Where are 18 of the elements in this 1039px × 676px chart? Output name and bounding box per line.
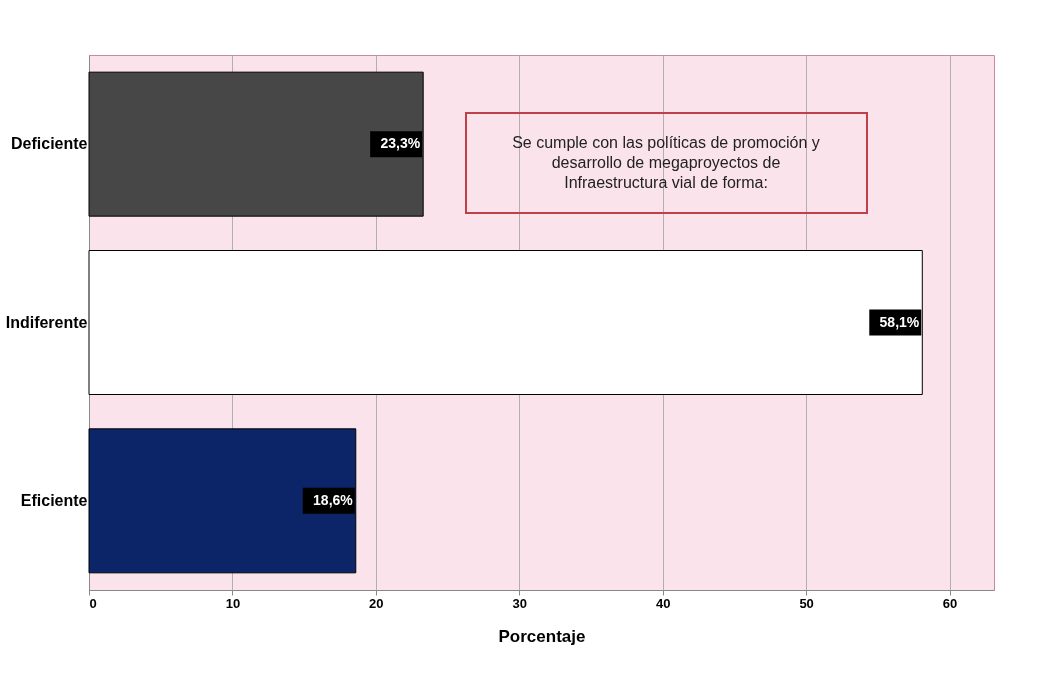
- x-tick-label: 40: [655, 595, 671, 611]
- bar: [88, 250, 923, 395]
- x-tick-label: 60: [942, 595, 958, 611]
- data-label: 58,1%: [879, 313, 920, 330]
- x-tick-label: 10: [225, 595, 241, 611]
- x-tick-label: 30: [512, 595, 527, 611]
- y-tick-label: Eficiente: [20, 491, 88, 509]
- x-tick-label: 50: [799, 595, 814, 611]
- text: Se cumple con las políticas de promoción y desarrollo de megaproyectos de Infraestructura vial de forma:: [512, 134, 820, 191]
- bar: [88, 428, 357, 574]
- x-tick-label: 0: [89, 595, 97, 611]
- bar: [88, 71, 424, 217]
- x-axis-title: Porcentaje: [498, 626, 586, 646]
- data-label: 23,3%: [380, 135, 421, 152]
- data-label: 18,6%: [313, 491, 354, 508]
- y-tick-label: Indiferente: [5, 313, 88, 331]
- y-tick-label: Deficiente: [11, 135, 88, 153]
- x-tick-label: 20: [369, 595, 384, 611]
